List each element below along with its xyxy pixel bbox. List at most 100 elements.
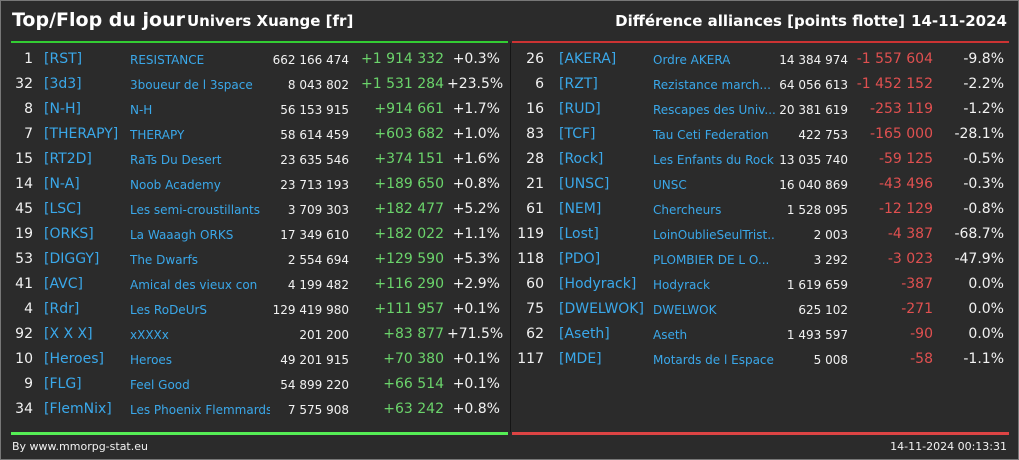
points-cell: 14 384 974 xyxy=(779,53,848,67)
alliance-tag-link[interactable]: [THERAPY] xyxy=(44,126,119,142)
rank-cell: 45 xyxy=(15,201,33,217)
alliance-name-link[interactable]: Hodyrack xyxy=(653,278,710,292)
points-cell: 4 199 482 xyxy=(287,278,349,292)
alliance-tag-link[interactable]: [NEM] xyxy=(559,201,602,217)
percent-cell: -0.3% xyxy=(963,176,1004,192)
alliance-name-link[interactable]: Amical des vieux con xyxy=(130,278,258,292)
rank-cell: 7 xyxy=(24,126,33,142)
alliance-name-link[interactable]: Ordre AKERA xyxy=(653,53,731,67)
alliance-tag-link[interactable]: [AKERA] xyxy=(559,51,617,67)
alliance-tag-link[interactable]: [Heroes] xyxy=(44,351,104,367)
alliance-tag-link[interactable]: [RZT] xyxy=(559,76,598,92)
alliance-tag-link[interactable]: [Rdr] xyxy=(44,301,80,317)
rank-cell: 34 xyxy=(15,401,33,417)
alliance-name-link[interactable]: PLOMBIER DE L O... xyxy=(653,253,770,267)
rank-cell: 26 xyxy=(526,51,544,67)
alliance-name-link[interactable]: Aseth xyxy=(653,328,688,342)
percent-cell: +0.8% xyxy=(452,176,500,192)
diff-cell: -3 023 xyxy=(887,251,933,267)
alliance-name-link[interactable]: RaTs Du Desert xyxy=(130,153,222,167)
diff-cell: +66 514 xyxy=(383,376,444,392)
alliance-tag-link[interactable]: [FLG] xyxy=(44,376,82,392)
alliance-tag-link[interactable]: [UNSC] xyxy=(559,176,610,192)
diff-cell: -165 000 xyxy=(870,126,933,142)
alliance-tag-link[interactable]: [N-A] xyxy=(44,176,80,192)
alliance-tag-link[interactable]: [Hodyrack] xyxy=(559,276,637,292)
alliance-tag-link[interactable]: [RUD] xyxy=(559,101,601,117)
header-bar: Top/Flop du jour Univers Xuange [fr] Dif… xyxy=(1,1,1018,41)
alliance-tag-link[interactable]: [N-H] xyxy=(44,101,81,117)
bottom-divider-green xyxy=(11,432,508,435)
column-divider xyxy=(510,43,511,432)
alliance-tag-link[interactable]: [AVC] xyxy=(44,276,83,292)
alliance-name-link[interactable]: Chercheurs xyxy=(653,203,722,217)
alliance-name-link[interactable]: Rezistance march... xyxy=(653,78,771,92)
alliance-name-link[interactable]: Heroes xyxy=(130,353,173,367)
diff-cell: +189 650 xyxy=(374,176,444,192)
alliance-tag-link[interactable]: [RT2D] xyxy=(44,151,92,167)
alliance-name-link[interactable]: RESISTANCE xyxy=(130,53,205,67)
alliance-name-link[interactable]: Les semi-croustillants xyxy=(130,203,261,217)
alliance-name-link[interactable]: LoinOublieSeulTrist... xyxy=(653,228,775,242)
points-cell: 422 753 xyxy=(798,128,848,142)
diff-cell: -271 xyxy=(901,301,933,317)
gainer-row: 7 [THERAPY] THERAPY 58 614 459 +603 682 +1.0% xyxy=(1,123,510,148)
alliance-name-link[interactable]: The Dwarfs xyxy=(130,253,198,267)
points-cell: 2 554 694 xyxy=(287,253,349,267)
gainer-row: 1 [RST] RESISTANCE 662 166 474 +1 914 332 +0.… xyxy=(1,48,510,73)
alliance-name-link[interactable]: Rescapes des Univ... xyxy=(653,103,775,117)
loser-row: 16 [RUD] Rescapes des Univ... 20 381 619 -25… xyxy=(513,98,1018,123)
alliance-name-link[interactable]: DWELWOK xyxy=(653,303,717,317)
alliance-name-link[interactable]: Les Phoenix Flemmards xyxy=(130,403,270,417)
alliance-name-link[interactable]: xXXXx xyxy=(130,328,169,342)
section-title: Différence alliances [points flotte] xyxy=(615,12,905,30)
header-date: 14-11-2024 xyxy=(911,12,1007,30)
percent-cell: +23.5% xyxy=(447,76,504,92)
percent-cell: +0.1% xyxy=(452,351,500,367)
points-cell: 129 419 980 xyxy=(272,303,349,317)
alliance-tag-link[interactable]: [DWELWOK] xyxy=(559,301,644,317)
alliance-tag-link[interactable]: [PDO] xyxy=(559,251,601,267)
page-title: Top/Flop du jour xyxy=(12,9,185,31)
alliance-tag-link[interactable]: [RST] xyxy=(44,51,83,67)
loser-row: 26 [AKERA] Ordre AKERA 14 384 974 -1 557 604… xyxy=(513,48,1018,73)
points-cell: 3 709 303 xyxy=(287,203,349,217)
rank-cell: 9 xyxy=(24,376,33,392)
alliance-name-link[interactable]: Les Enfants du Rock xyxy=(653,153,774,167)
alliance-name-link[interactable]: Les RoDeUrS xyxy=(130,303,208,317)
gainer-row: 53 [DIGGY] The Dwarfs 2 554 694 +129 590 +5.3… xyxy=(1,248,510,273)
alliance-tag-link[interactable]: [3d3] xyxy=(44,76,82,92)
alliance-tag-link[interactable]: [LSC] xyxy=(44,201,82,217)
points-cell: 16 040 869 xyxy=(779,178,848,192)
points-cell: 17 349 610 xyxy=(280,228,349,242)
alliance-tag-link[interactable]: [Rock] xyxy=(559,151,604,167)
loser-row: 118 [PDO] PLOMBIER DE L O... 3 292 -3 023 -47… xyxy=(513,248,1018,273)
gainer-row: 41 [AVC] Amical des vieux con 4 199 482 +116… xyxy=(1,273,510,298)
alliance-tag-link[interactable]: [TCF] xyxy=(559,126,596,142)
alliance-tag-link[interactable]: [DIGGY] xyxy=(44,251,100,267)
alliance-name-link[interactable]: La Waaagh ORKS xyxy=(130,228,234,242)
alliance-tag-link[interactable]: [FlemNix] xyxy=(44,401,112,417)
alliance-tag-link[interactable]: [MDE] xyxy=(559,351,602,367)
diff-cell: -90 xyxy=(910,326,933,342)
diff-cell: -12 129 xyxy=(878,201,933,217)
alliance-tag-link[interactable]: [ORKS] xyxy=(44,226,94,242)
alliance-tag-link[interactable]: [X X X] xyxy=(44,326,93,342)
points-cell: 1 619 659 xyxy=(786,278,848,292)
rank-cell: 15 xyxy=(15,151,33,167)
points-cell: 7 575 908 xyxy=(287,403,349,417)
percent-cell: +1.7% xyxy=(452,101,500,117)
alliance-name-link[interactable]: Tau Ceti Federation xyxy=(653,128,769,142)
alliance-name-link[interactable]: 3boueur de l 3space xyxy=(130,78,253,92)
alliance-tag-link[interactable]: [Aseth] xyxy=(559,326,610,342)
alliance-tag-link[interactable]: [Lost] xyxy=(559,226,599,242)
alliance-name-link[interactable]: Noob Academy xyxy=(130,178,221,192)
loser-row: 28 [Rock] Les Enfants du Rock 13 035 740 -59… xyxy=(513,148,1018,173)
alliance-name-link[interactable]: THERAPY xyxy=(130,128,185,142)
alliance-name-link[interactable]: N-H xyxy=(130,103,153,117)
alliance-name-link[interactable]: Feel Good xyxy=(130,378,190,392)
rank-cell: 6 xyxy=(535,76,544,92)
alliance-name-link[interactable]: UNSC xyxy=(653,178,687,192)
loser-row: 6 [RZT] Rezistance march... 64 056 613 -1 45… xyxy=(513,73,1018,98)
alliance-name-link[interactable]: Motards de l Espace xyxy=(653,353,774,367)
